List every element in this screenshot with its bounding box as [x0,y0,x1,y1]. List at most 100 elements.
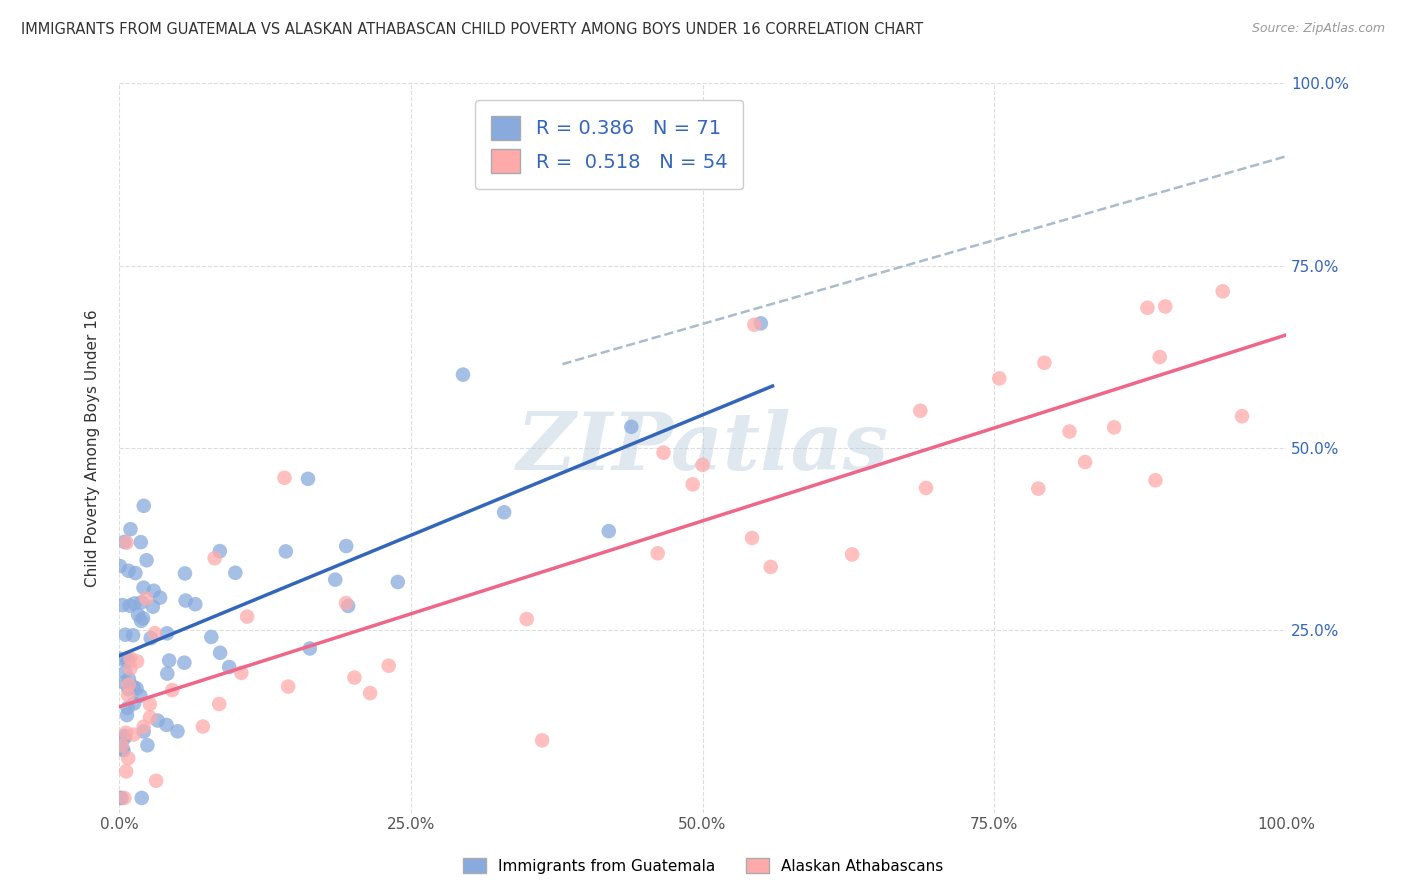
Y-axis label: Child Poverty Among Boys Under 16: Child Poverty Among Boys Under 16 [86,310,100,587]
Point [208,544,231,558]
Point [129,614,152,628]
Point [741,531,763,545]
Point [129,689,152,703]
Point [110,791,132,805]
Point [114,628,136,642]
Point [277,680,299,694]
Point [124,597,146,611]
Point [377,658,399,673]
Text: ZIPatlas: ZIPatlas [516,409,889,487]
Point [115,764,138,779]
Point [114,731,136,745]
Point [297,472,319,486]
Point [117,688,139,702]
Point [139,631,162,645]
Point [273,471,295,485]
Point [359,686,381,700]
Point [122,697,145,711]
Point [387,574,409,589]
Point [124,566,146,580]
Point [841,548,863,562]
Point [132,581,155,595]
Point [744,318,766,332]
Point [112,743,135,757]
Point [174,566,197,581]
Point [209,646,232,660]
Point [692,458,714,472]
Point [1074,455,1097,469]
Point [111,742,134,756]
Point [139,710,162,724]
Text: Source: ZipAtlas.com: Source: ZipAtlas.com [1251,22,1385,36]
Point [335,596,357,610]
Point [204,551,226,566]
Point [1033,356,1056,370]
Point [127,607,149,622]
Point [1059,425,1081,439]
Legend: Immigrants from Guatemala, Alaskan Athabascans: Immigrants from Guatemala, Alaskan Athab… [457,852,949,880]
Point [1154,300,1177,314]
Point [112,675,135,690]
Point [111,598,134,612]
Point [200,630,222,644]
Point [157,653,180,667]
Point [132,724,155,739]
Point [117,701,139,715]
Point [218,660,240,674]
Point [156,626,179,640]
Point [910,403,932,417]
Point [115,708,138,723]
Point [988,371,1011,385]
Point [1144,473,1167,487]
Point [337,599,360,613]
Point [115,726,138,740]
Point [115,654,138,668]
Point [114,665,136,679]
Point [647,546,669,560]
Point [122,728,145,742]
Point [191,719,214,733]
Point [184,597,207,611]
Point [1102,420,1125,434]
Point [136,738,159,752]
Legend: R = 0.386   N = 71, R =  0.518   N = 54: R = 0.386 N = 71, R = 0.518 N = 54 [475,101,742,189]
Point [236,609,259,624]
Point [108,559,131,574]
Point [117,682,139,697]
Point [131,595,153,609]
Point [620,419,643,434]
Point [142,599,165,614]
Point [156,666,179,681]
Point [120,651,142,665]
Point [1136,301,1159,315]
Point [108,791,131,805]
Point [149,591,172,605]
Point [132,611,155,625]
Point [117,751,139,765]
Point [118,678,141,692]
Point [112,535,135,549]
Point [118,599,141,613]
Point [494,505,516,519]
Point [112,791,135,805]
Point [122,680,145,694]
Point [145,773,167,788]
Point [143,626,166,640]
Point [132,499,155,513]
Point [173,656,195,670]
Point [122,628,145,642]
Point [125,681,148,696]
Point [139,697,162,711]
Point [155,718,177,732]
Text: IMMIGRANTS FROM GUATEMALA VS ALASKAN ATHABASCAN CHILD POVERTY AMONG BOYS UNDER 1: IMMIGRANTS FROM GUATEMALA VS ALASKAN ATH… [21,22,924,37]
Point [759,560,782,574]
Point [915,481,938,495]
Point [682,477,704,491]
Point [118,672,141,686]
Point [108,651,131,665]
Point [323,573,346,587]
Point [343,671,366,685]
Point [174,593,197,607]
Point [162,683,184,698]
Point [135,553,157,567]
